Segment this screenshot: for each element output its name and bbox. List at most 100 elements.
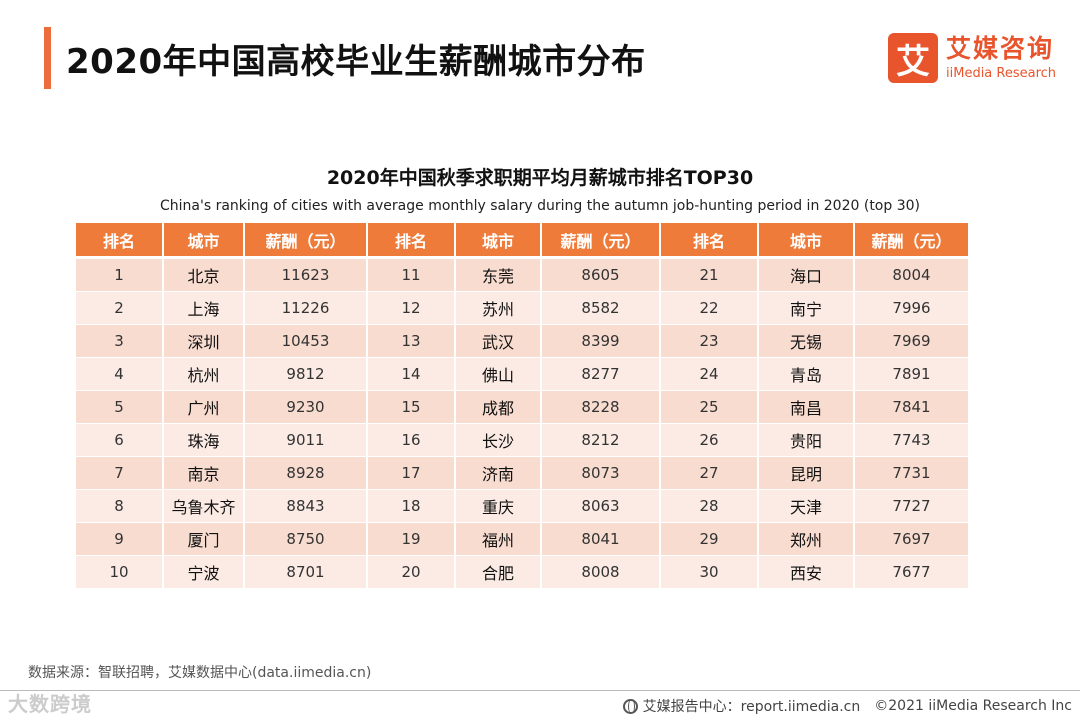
city-cell: 福州 bbox=[456, 523, 540, 556]
salary-cell: 8041 bbox=[542, 523, 659, 556]
table-row: 10 宁波 8701 20 合肥 8008 30 西安 7677 bbox=[76, 556, 968, 589]
city-cell: 长沙 bbox=[456, 424, 540, 457]
rank-cell: 4 bbox=[76, 358, 162, 391]
salary-cell: 7996 bbox=[855, 292, 968, 325]
rank-cell: 27 bbox=[661, 457, 757, 490]
salary-cell: 8701 bbox=[245, 556, 366, 589]
city-cell: 西安 bbox=[759, 556, 853, 589]
rank-cell: 17 bbox=[368, 457, 454, 490]
rank-cell: 7 bbox=[76, 457, 162, 490]
watermark: 大数跨境 bbox=[8, 692, 92, 716]
table-header-row: 排名 城市 薪酬（元） 排名 城市 薪酬（元） 排名 城市 薪酬（元） bbox=[76, 223, 968, 259]
column-header: 城市 bbox=[759, 223, 853, 259]
city-cell: 重庆 bbox=[456, 490, 540, 523]
globe-icon bbox=[622, 698, 638, 714]
rank-cell: 30 bbox=[661, 556, 757, 589]
salary-cell: 8843 bbox=[245, 490, 366, 523]
salary-ranking-table: 排名 城市 薪酬（元） 排名 城市 薪酬（元） 排名 城市 薪酬（元） 1 北京 11623 11 东莞… bbox=[74, 223, 970, 589]
salary-cell: 8582 bbox=[542, 292, 659, 325]
rank-cell: 10 bbox=[76, 556, 162, 589]
city-cell: 宁波 bbox=[164, 556, 243, 589]
column-header: 薪酬（元） bbox=[855, 223, 968, 259]
table-row: 8 乌鲁木齐 8843 18 重庆 8063 28 天津 7727 bbox=[76, 490, 968, 523]
footer-credits: 艾媒报告中心：report.iimedia.cn ©2021 iiMedia R… bbox=[622, 696, 1072, 716]
rank-cell: 20 bbox=[368, 556, 454, 589]
column-header: 薪酬（元） bbox=[542, 223, 659, 259]
column-header: 城市 bbox=[456, 223, 540, 259]
city-cell: 珠海 bbox=[164, 424, 243, 457]
city-cell: 天津 bbox=[759, 490, 853, 523]
city-cell: 济南 bbox=[456, 457, 540, 490]
rank-cell: 12 bbox=[368, 292, 454, 325]
rank-cell: 13 bbox=[368, 325, 454, 358]
salary-cell: 7891 bbox=[855, 358, 968, 391]
rank-cell: 1 bbox=[76, 259, 162, 292]
logo-mark-icon: 艾 bbox=[888, 33, 938, 83]
salary-cell: 9011 bbox=[245, 424, 366, 457]
city-cell: 佛山 bbox=[456, 358, 540, 391]
salary-cell: 9230 bbox=[245, 391, 366, 424]
rank-cell: 26 bbox=[661, 424, 757, 457]
salary-cell: 8004 bbox=[855, 259, 968, 292]
footer-divider bbox=[0, 690, 1080, 691]
rank-cell: 16 bbox=[368, 424, 454, 457]
salary-cell: 7743 bbox=[855, 424, 968, 457]
logo-text: 艾媒咨询 iiMedia Research bbox=[946, 36, 1056, 80]
city-cell: 南昌 bbox=[759, 391, 853, 424]
city-cell: 成都 bbox=[456, 391, 540, 424]
rank-cell: 6 bbox=[76, 424, 162, 457]
table-row: 3 深圳 10453 13 武汉 8399 23 无锡 7969 bbox=[76, 325, 968, 358]
city-cell: 东莞 bbox=[456, 259, 540, 292]
rank-cell: 21 bbox=[661, 259, 757, 292]
salary-cell: 7969 bbox=[855, 325, 968, 358]
salary-cell: 7841 bbox=[855, 391, 968, 424]
salary-cell: 8928 bbox=[245, 457, 366, 490]
salary-cell: 8212 bbox=[542, 424, 659, 457]
salary-cell: 10453 bbox=[245, 325, 366, 358]
copyright: ©2021 iiMedia Research Inc bbox=[874, 698, 1072, 714]
rank-cell: 28 bbox=[661, 490, 757, 523]
salary-cell: 8399 bbox=[542, 325, 659, 358]
city-cell: 合肥 bbox=[456, 556, 540, 589]
salary-cell: 7677 bbox=[855, 556, 968, 589]
city-cell: 厦门 bbox=[164, 523, 243, 556]
city-cell: 海口 bbox=[759, 259, 853, 292]
rank-cell: 25 bbox=[661, 391, 757, 424]
city-cell: 深圳 bbox=[164, 325, 243, 358]
table-body: 1 北京 11623 11 东莞 8605 21 海口 8004 2 上海 11226 12 苏州 8582… bbox=[76, 259, 968, 589]
rank-cell: 19 bbox=[368, 523, 454, 556]
column-header: 薪酬（元） bbox=[245, 223, 366, 259]
logo-name-en: iiMedia Research bbox=[946, 66, 1057, 81]
table-row: 9 厦门 8750 19 福州 8041 29 郑州 7697 bbox=[76, 523, 968, 556]
city-cell: 上海 bbox=[164, 292, 243, 325]
city-cell: 郑州 bbox=[759, 523, 853, 556]
rank-cell: 3 bbox=[76, 325, 162, 358]
rank-cell: 23 bbox=[661, 325, 757, 358]
city-cell: 杭州 bbox=[164, 358, 243, 391]
city-cell: 无锡 bbox=[759, 325, 853, 358]
city-cell: 南京 bbox=[164, 457, 243, 490]
salary-cell: 7697 bbox=[855, 523, 968, 556]
city-cell: 广州 bbox=[164, 391, 243, 424]
column-header: 城市 bbox=[164, 223, 243, 259]
salary-cell: 8073 bbox=[542, 457, 659, 490]
rank-cell: 5 bbox=[76, 391, 162, 424]
table-row: 2 上海 11226 12 苏州 8582 22 南宁 7996 bbox=[76, 292, 968, 325]
rank-cell: 22 bbox=[661, 292, 757, 325]
salary-cell: 8008 bbox=[542, 556, 659, 589]
table-row: 5 广州 9230 15 成都 8228 25 南昌 7841 bbox=[76, 391, 968, 424]
rank-cell: 11 bbox=[368, 259, 454, 292]
city-cell: 青岛 bbox=[759, 358, 853, 391]
table-row: 7 南京 8928 17 济南 8073 27 昆明 7731 bbox=[76, 457, 968, 490]
salary-cell: 7727 bbox=[855, 490, 968, 523]
table-row: 6 珠海 9011 16 长沙 8212 26 贵阳 7743 bbox=[76, 424, 968, 457]
logo-name-cn: 艾媒咨询 bbox=[946, 34, 1055, 63]
rank-cell: 2 bbox=[76, 292, 162, 325]
salary-cell: 8750 bbox=[245, 523, 366, 556]
column-header: 排名 bbox=[76, 223, 162, 259]
report-center-link[interactable]: 艾媒报告中心：report.iimedia.cn bbox=[642, 699, 861, 715]
rank-cell: 9 bbox=[76, 523, 162, 556]
salary-cell: 8063 bbox=[542, 490, 659, 523]
salary-cell: 8228 bbox=[542, 391, 659, 424]
salary-cell: 11226 bbox=[245, 292, 366, 325]
